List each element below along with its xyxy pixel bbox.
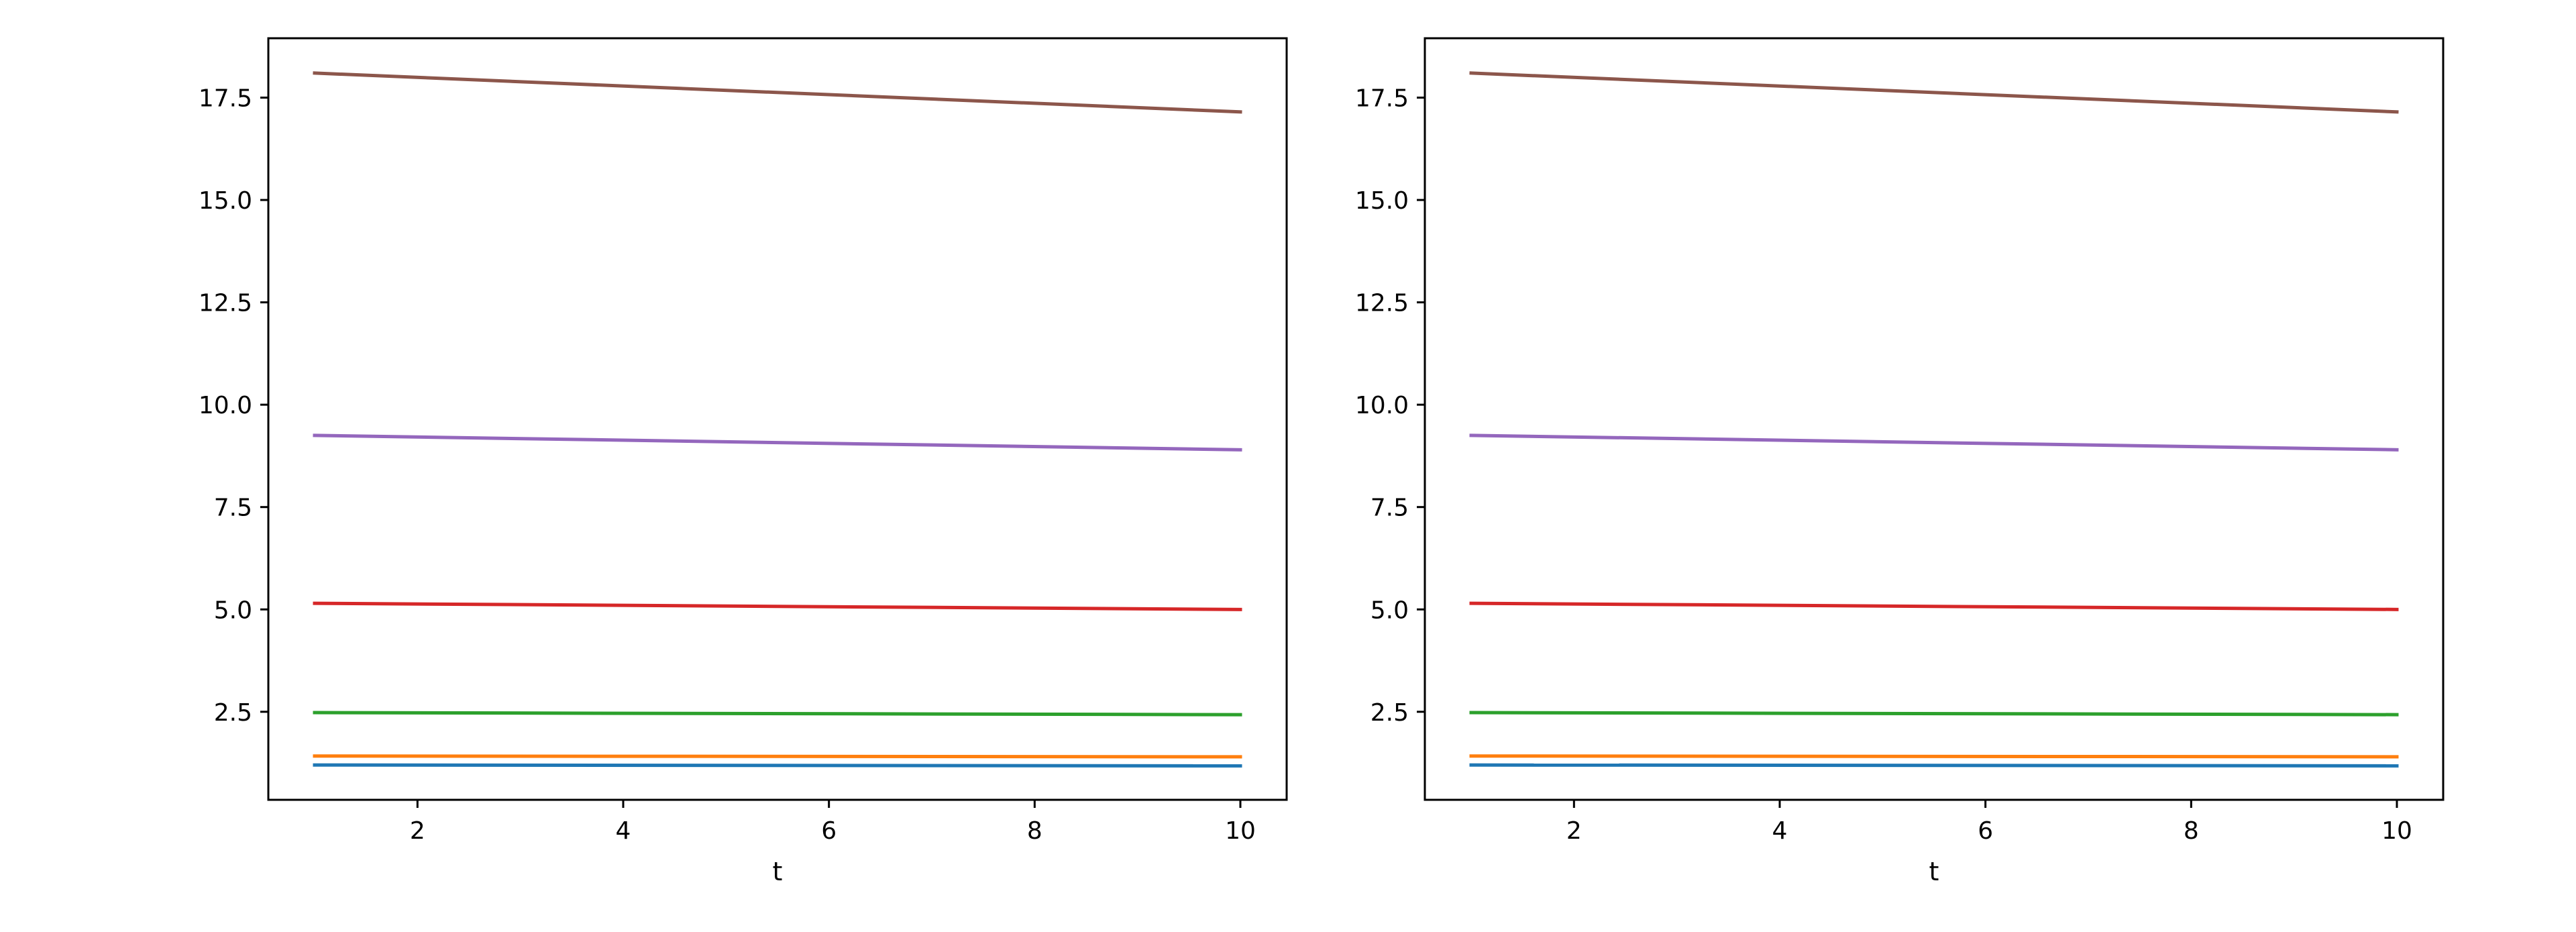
x-axis-label: t: [773, 857, 783, 886]
y-tick-label: 12.5: [199, 290, 252, 317]
x-axis-label: t: [1929, 857, 1939, 886]
series-line-3: [313, 601, 1242, 611]
x-tick-label: 4: [1772, 817, 1788, 845]
y-axis: 2.5 5.0 7.5 10.0 12.5 15.0 17.5: [1355, 85, 1425, 727]
y-tick-label: 17.5: [199, 85, 252, 112]
series-line-2: [313, 711, 1242, 717]
y-tick-label: 7.5: [1371, 495, 1409, 522]
series-line-1: [1469, 754, 2399, 759]
series-line-4: [313, 433, 1242, 452]
series-line-0: [313, 763, 1242, 768]
plot-frame: [267, 37, 1288, 801]
y-tick-label: 15.0: [199, 187, 252, 215]
y-tick-label: 10.0: [199, 392, 252, 419]
y-tick-label: 17.5: [1355, 85, 1409, 112]
plot-frame: [1424, 37, 2445, 801]
x-tick-label: 2: [410, 817, 425, 845]
plot-lines: [313, 71, 1242, 768]
series-line-5: [1469, 71, 2399, 114]
y-tick-label: 15.0: [1355, 187, 1409, 215]
y-tick-label: 2.5: [1371, 699, 1409, 727]
series-line-2: [1469, 711, 2399, 717]
series-line-5: [313, 71, 1242, 114]
chart-right: 2 4 6 8 10 2.5 5.0 7.5 10.0 12.5 15.0 17.5 t: [1355, 37, 2445, 886]
series-line-4: [1469, 433, 2399, 452]
x-axis: 2 4 6 8 10: [1566, 800, 2412, 845]
y-tick-label: 2.5: [214, 699, 252, 727]
y-tick-label: 5.0: [214, 597, 252, 624]
plot-lines: [1469, 71, 2399, 768]
series-line-0: [1469, 763, 2399, 768]
x-tick-label: 8: [2184, 817, 2199, 845]
x-tick-label: 4: [616, 817, 631, 845]
x-tick-label: 8: [1027, 817, 1042, 845]
x-tick-label: 6: [821, 817, 837, 845]
x-tick-label: 10: [2381, 817, 2412, 845]
x-tick-label: 6: [1978, 817, 1993, 845]
series-line-3: [1469, 601, 2399, 611]
y-axis: 2.5 5.0 7.5 10.0 12.5 15.0 17.5: [199, 85, 268, 727]
series-line-1: [313, 754, 1242, 759]
y-tick-label: 10.0: [1355, 392, 1409, 419]
y-tick-label: 5.0: [1371, 597, 1409, 624]
x-tick-label: 10: [1225, 817, 1256, 845]
chart-left: 2 4 6 8 10 2.5 5.0 7.5 10.0 12.5 15.0 17.5 t: [199, 37, 1288, 886]
x-axis: 2 4 6 8 10: [410, 800, 1256, 845]
x-tick-label: 2: [1566, 817, 1582, 845]
y-tick-label: 12.5: [1355, 290, 1409, 317]
y-tick-label: 7.5: [214, 495, 252, 522]
